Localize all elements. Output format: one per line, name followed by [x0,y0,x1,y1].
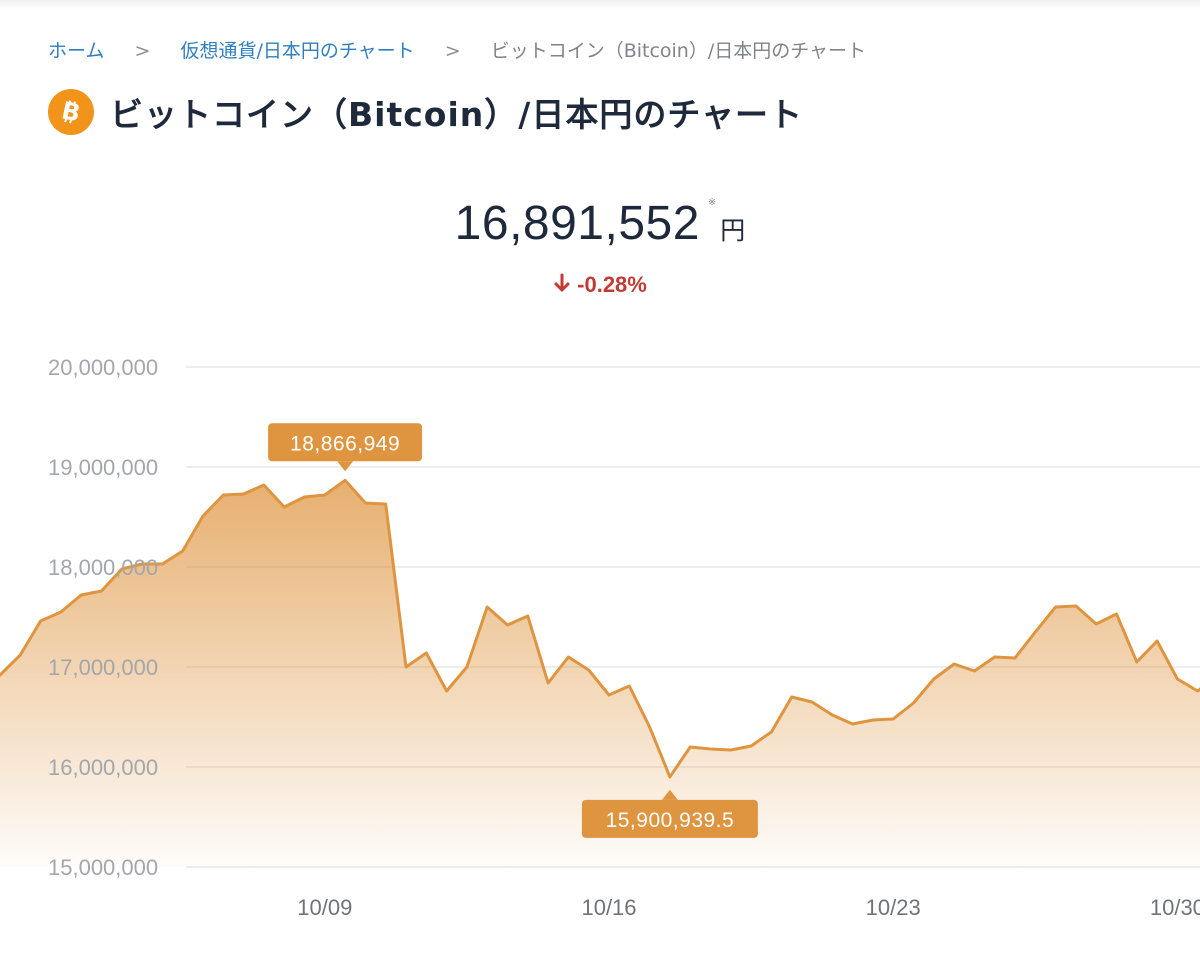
callout-layer: 18,866,949 15,900,939.5 [268,423,758,838]
max-callout-pointer [337,461,354,472]
y-tick-label: 20,000,000 [48,355,158,380]
x-tick-label: 10/16 [581,895,636,920]
bitcoin-icon: B [48,89,94,135]
title-row: B ビットコイン（Bitcoin）/日本円のチャート [48,88,803,136]
breadcrumb: ホーム > 仮想通貨/日本円のチャート > ビットコイン（Bitcoin）/日本… [48,36,866,63]
breadcrumb-separator: > [444,40,461,62]
top-shade [0,0,1200,10]
arrow-down-icon [553,273,571,298]
area-layer [0,478,1200,867]
x-tick-label: 10/23 [866,895,921,920]
y-tick-label: 17,000,000 [48,655,158,680]
x-tick-label: 10/09 [297,895,352,920]
y-tick-label: 15,000,000 [48,855,158,880]
x-tick-label: 10/30 [1150,895,1200,920]
breadcrumb-home-link[interactable]: ホーム [48,40,105,62]
min-callout-label: 15,900,939.5 [606,809,735,832]
price-change: -0.28% [0,272,1200,298]
breadcrumb-current: ビットコイン（Bitcoin）/日本円のチャート [490,40,867,62]
min-callout-pointer [661,789,678,800]
area-fill [0,480,1200,867]
breadcrumb-category-link[interactable]: 仮想通貨/日本円のチャート [180,40,415,62]
change-percent: -0.28% [577,272,647,297]
y-axis: 15,000,000 16,000,000 17,000,000 18,000,000… [48,355,158,880]
current-price: 16,891,552 [454,197,700,250]
y-tick-label: 18,000,000 [48,555,158,580]
breadcrumb-separator: > [134,40,151,62]
page-title: ビットコイン（Bitcoin）/日本円のチャート [110,95,803,134]
x-axis: 10/09 10/16 10/23 10/30 [297,895,1200,920]
y-tick-label: 19,000,000 [48,455,158,480]
max-callout-label: 18,866,949 [290,432,400,455]
price-unit: 円 [720,216,746,245]
max-callout-box [268,423,423,462]
min-callout-box [581,799,758,838]
price-display: 16,891,552 ※円 [0,196,1200,251]
y-tick-label: 16,000,000 [48,755,158,780]
price-note-mark: ※ [707,197,717,208]
price-line [0,478,1200,779]
